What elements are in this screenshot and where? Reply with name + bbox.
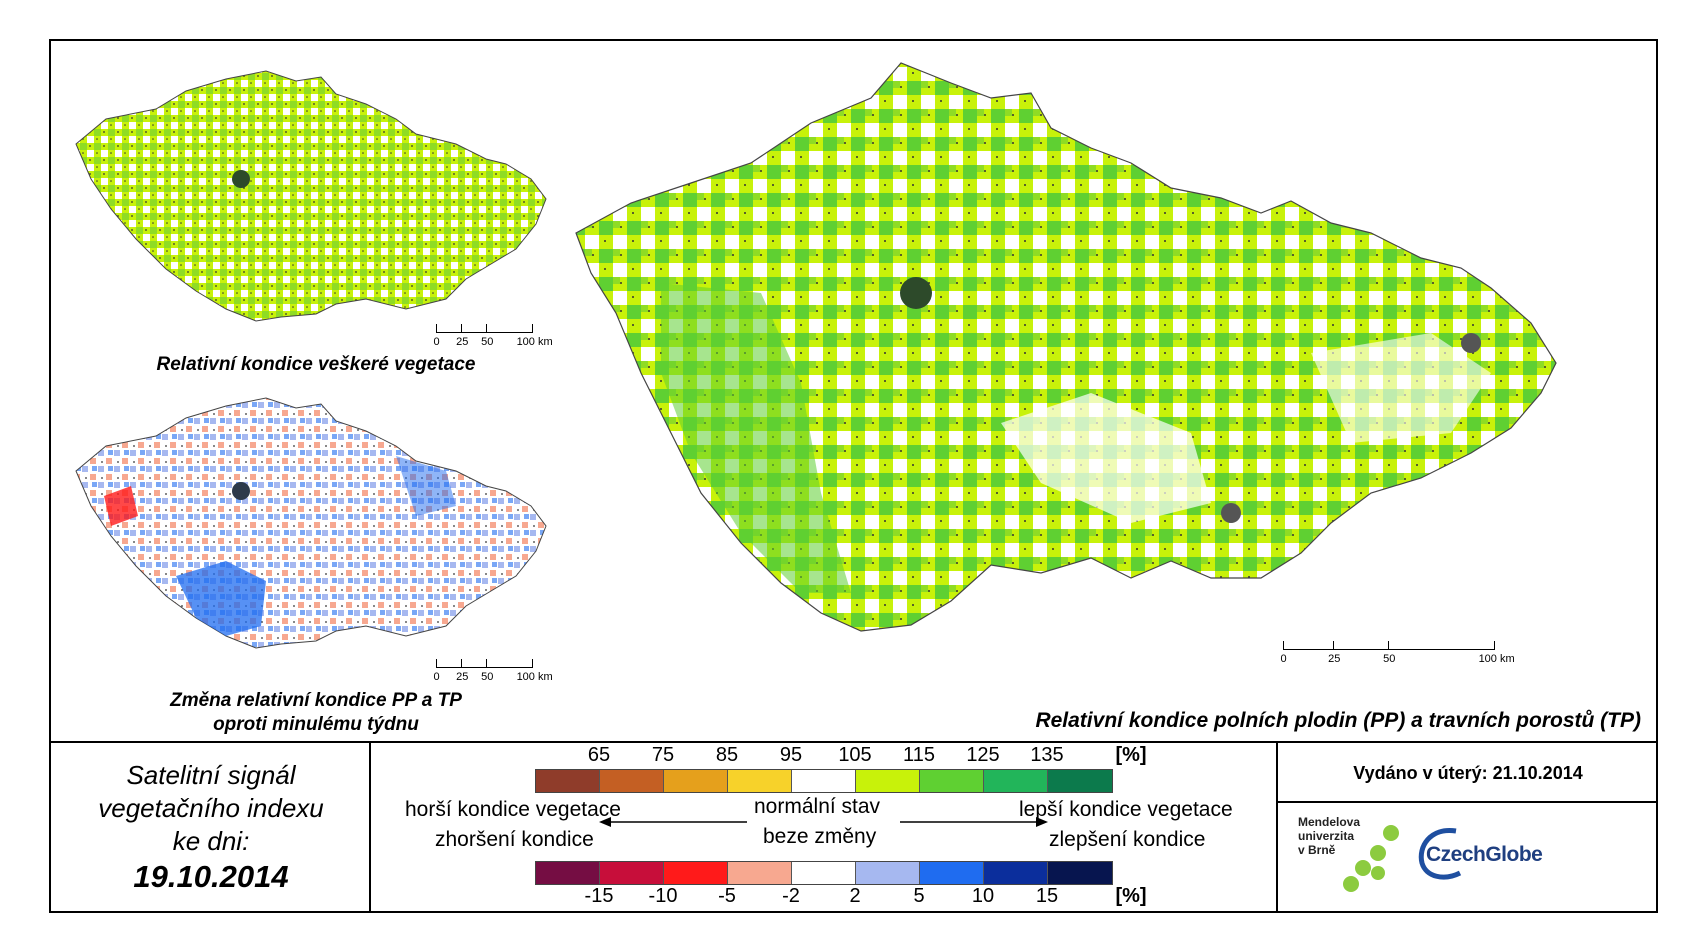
scale-label: 0: [433, 671, 440, 683]
change-colorbar: [535, 861, 1113, 885]
info-line: ke dni:: [172, 826, 250, 856]
info-box: Satelitní signál vegetačního indexu ke d…: [51, 743, 371, 913]
legend-tick: 15: [1035, 885, 1059, 907]
scale-label: 0: [433, 336, 440, 348]
legend-swatch: [984, 770, 1048, 792]
legend-tick: -2: [782, 885, 800, 907]
better-change-label: zlepšení kondice: [1049, 828, 1206, 851]
info-line: Satelitní signál: [126, 760, 296, 790]
condition-colorbar: [535, 769, 1113, 793]
legend-tick: 5: [913, 885, 925, 907]
caption-main-map: Relativní kondice polních plodin (PP) a …: [1035, 709, 1641, 732]
mendel-line: Mendelova: [1298, 815, 1361, 829]
map-all-vegetation: [75, 70, 547, 322]
arrow-right-icon: [900, 817, 1048, 827]
mendel-line: univerzita: [1298, 829, 1355, 843]
mendel-logo: Mendelova univerzita v Brně: [1298, 815, 1360, 857]
legend-tick: 125: [966, 744, 1000, 766]
czechglobe-logo: CzechGlobe: [1426, 843, 1543, 866]
legend-tick: -15: [584, 885, 614, 907]
normal-label: normální stav: [754, 795, 881, 818]
legend-tick: 2: [849, 885, 861, 907]
legend-swatch: [664, 770, 728, 792]
better-label: lepší kondice vegetace: [1019, 798, 1233, 821]
legend-tick: 135: [1030, 744, 1064, 766]
info-date: 19.10.2014: [133, 859, 289, 894]
legend-swatch: [600, 862, 664, 884]
legend-tick: -5: [718, 885, 736, 907]
scale-label: 25: [1328, 653, 1341, 665]
info-line: vegetačního indexu: [98, 793, 324, 823]
scale-label: 50: [481, 336, 494, 348]
scale-label: 25: [456, 336, 469, 348]
legend-swatch: [600, 770, 664, 792]
no-change-label: beze změny: [763, 825, 877, 848]
legend-swatch: [536, 770, 600, 792]
caption-weekly-change: Změna relativní kondice PP a TP oproti m…: [71, 689, 561, 737]
publisher-box: Vydáno v úterý: 21.10.2014 Mendelova uni…: [1278, 743, 1658, 913]
worse-label: horší kondice vegetace: [405, 798, 621, 821]
scale-label: 100 km: [516, 336, 553, 348]
legend-tick: 115: [903, 744, 935, 766]
scale-label: 50: [481, 671, 494, 683]
mendel-line: v Brně: [1298, 843, 1336, 857]
map-weekly-change: [75, 397, 547, 649]
legend-swatch: [536, 862, 600, 884]
legend-swatch: [728, 770, 792, 792]
scale-label: 25: [456, 671, 469, 683]
legend-tick: 10: [971, 885, 995, 907]
caption-line: oproti minulému týdnu: [213, 714, 419, 735]
legend-swatch: [920, 770, 984, 792]
legend-swatch: [856, 862, 920, 884]
scale-label: 100 km: [516, 671, 553, 683]
issued-box: Vydáno v úterý: 21.10.2014: [1278, 743, 1658, 803]
legend-tick: 85: [715, 744, 739, 766]
legend-swatch: [792, 770, 856, 792]
color-legend: 65 75 85 95 105 115 125 135 [%] horší kondice v…: [371, 743, 1278, 913]
worse-change-label: zhoršení kondice: [435, 828, 594, 851]
map-crops-grassland: [575, 62, 1557, 632]
legend-tick: -10: [648, 885, 678, 907]
scale-label: 100 km: [1478, 653, 1515, 665]
czechglobe-swoosh-icon: [1418, 828, 1462, 880]
legend-panel: Satelitní signál vegetačního indexu ke d…: [51, 741, 1658, 913]
change-unit: [%]: [1115, 885, 1147, 907]
legend-swatch: [856, 770, 920, 792]
legend-swatch: [792, 862, 856, 884]
condition-unit: [%]: [1115, 744, 1147, 766]
arrow-left-icon: [599, 817, 747, 827]
caption-all-vegetation: Relativní kondice veškeré vegetace: [156, 354, 476, 375]
mendel-dots-icon: [1343, 825, 1399, 892]
legend-swatch: [984, 862, 1048, 884]
legend-swatch: [1048, 770, 1112, 792]
figure-frame: 0 25 50 100 km Relativní kondice veškeré…: [49, 39, 1658, 913]
legend-swatch: [1048, 862, 1112, 884]
legend-tick: 95: [779, 744, 803, 766]
legend-tick: 105: [838, 744, 872, 766]
legend-swatch: [664, 862, 728, 884]
scale-label: 50: [1383, 653, 1396, 665]
legend-swatch: [920, 862, 984, 884]
scale-label: 0: [1280, 653, 1287, 665]
legend-tick: 65: [587, 744, 611, 766]
caption-line: Změna relativní kondice PP a TP: [170, 690, 462, 711]
legend-tick: 75: [651, 744, 675, 766]
issued-date: Vydáno v úterý: 21.10.2014: [1353, 763, 1583, 783]
legend-swatch: [728, 862, 792, 884]
